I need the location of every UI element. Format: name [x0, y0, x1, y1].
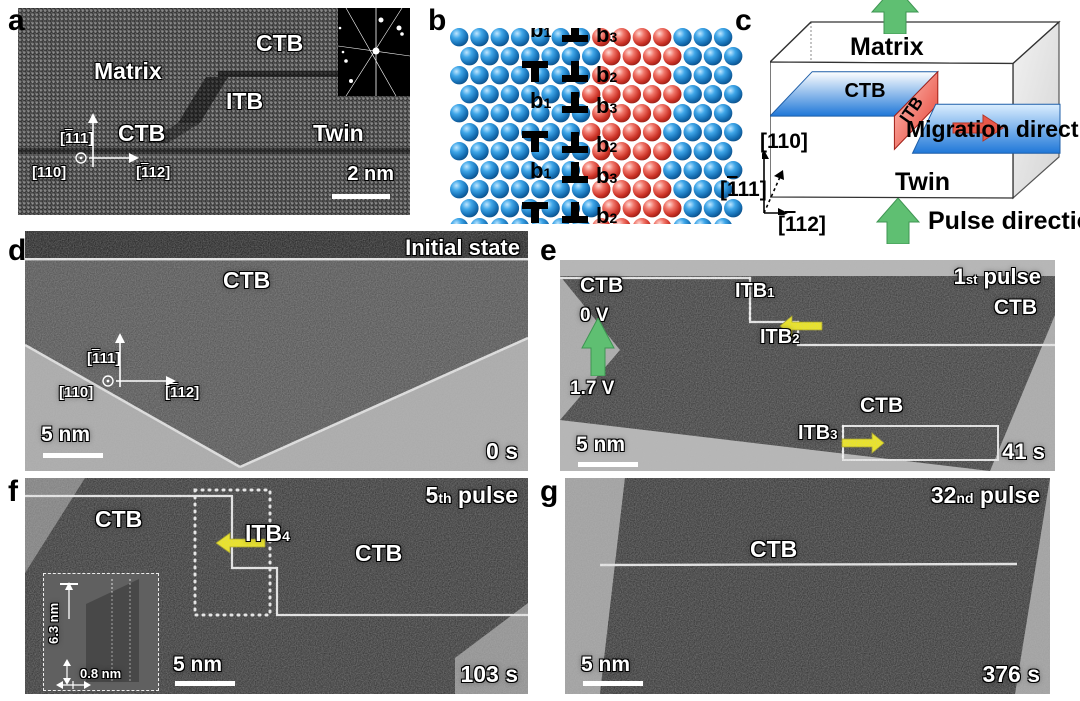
svg-text:CTB: CTB: [844, 80, 885, 102]
